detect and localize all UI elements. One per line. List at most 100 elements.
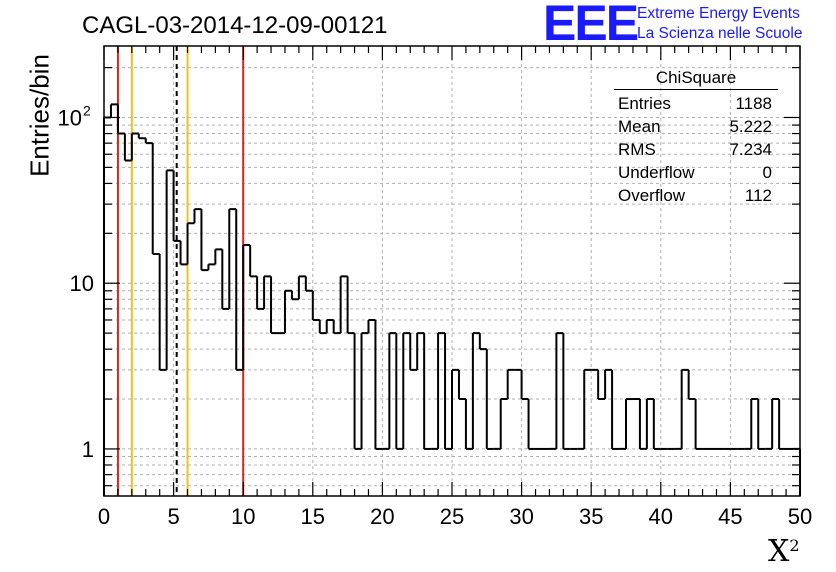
histogram-bin [396, 333, 405, 450]
y-tick-label: 10 [58, 105, 82, 130]
stats-row: Overflow 112 [614, 184, 778, 207]
stats-label: Entries [618, 94, 671, 113]
histogram-bin [173, 239, 182, 265]
histogram-bin [403, 332, 412, 370]
histogram-bin [236, 245, 245, 371]
x-axis-label-symbol: X [768, 534, 790, 569]
x-tick-label: 15 [301, 504, 325, 529]
histogram-bin [124, 133, 133, 162]
histogram-bin [389, 332, 398, 449]
histogram-bin [152, 253, 161, 370]
x-tick-label: 45 [718, 504, 742, 529]
histogram-bin [598, 369, 607, 401]
logo-caption-line2: La Scienza nelle Scuole [637, 25, 803, 42]
histogram-bin [688, 398, 697, 449]
histogram-bin [222, 209, 231, 310]
histogram-bin [605, 368, 614, 449]
histogram-bin [465, 333, 474, 450]
histogram-bin [772, 398, 781, 449]
stats-value: 7.234 [729, 140, 772, 159]
histogram-bin [117, 132, 126, 161]
x-tick-label: 30 [509, 504, 533, 529]
histogram-bin [131, 132, 140, 139]
histogram-bin [194, 208, 203, 271]
histogram-bin [110, 103, 119, 134]
histogram-bin [180, 223, 189, 266]
x-tick-label: 20 [370, 504, 394, 529]
stats-row: Underflow 0 [614, 161, 778, 184]
histogram-bin [417, 332, 426, 449]
y-tick-label-exponent: 2 [83, 102, 91, 118]
stats-label: Mean [618, 117, 661, 136]
x-axis-label-exponent: 2 [789, 536, 800, 555]
histogram-bin [347, 332, 356, 449]
histogram-bin [765, 399, 774, 450]
histogram-bin [639, 399, 648, 450]
stats-row: RMS 7.234 [614, 138, 778, 161]
x-tick-label: 10 [231, 504, 255, 529]
stats-row: Mean 5.222 [614, 115, 778, 138]
histogram-bin [333, 276, 342, 335]
histogram [103, 103, 801, 496]
histogram-bin [298, 275, 307, 291]
histogram-bin [187, 209, 196, 225]
stats-value: 0 [762, 163, 772, 182]
histogram-bin [243, 244, 252, 277]
x-tick-label: 25 [440, 504, 464, 529]
histogram-bin [103, 104, 112, 496]
histogram-bin [291, 276, 300, 301]
stats-value: 112 [744, 186, 772, 205]
y-tick-label: 1 [82, 437, 94, 462]
histogram-bin [250, 275, 259, 309]
histogram-bin [445, 369, 453, 450]
histogram-bin [166, 169, 175, 241]
histogram-bin [458, 398, 467, 449]
histogram-bin [229, 208, 238, 370]
histogram-bin [312, 318, 321, 334]
histogram-bin [382, 333, 391, 450]
histogram-bin [674, 369, 683, 450]
histogram-bin [556, 332, 565, 449]
logo-caption-line1: Extreme Energy Events [637, 5, 800, 22]
histogram-bin [681, 368, 690, 400]
histogram-bin [159, 170, 168, 371]
stats-row: Entries 1188 [614, 92, 778, 115]
histogram-bin [751, 398, 760, 449]
x-tick-label: 40 [649, 504, 673, 529]
histogram-bin [472, 332, 481, 350]
histogram-bin [744, 399, 753, 450]
logo-caption: Extreme Energy Events La Scienza nelle S… [637, 4, 802, 44]
histogram-bin [264, 275, 273, 334]
histogram-bin [257, 276, 266, 310]
stats-value: 1188 [735, 94, 772, 113]
y-axis-label: Entries/bin [24, 54, 55, 177]
stats-value: 5.222 [729, 117, 772, 136]
histogram-bin [521, 398, 530, 449]
histogram-bin [632, 398, 641, 449]
x-axis-label: X2 [768, 534, 800, 569]
stats-box-title: ChiSquare [614, 68, 778, 90]
histogram-bin [479, 348, 488, 449]
histogram-bin [493, 399, 502, 450]
histogram-bin [208, 249, 217, 266]
histogram-bin [431, 333, 440, 450]
stats-box: ChiSquare Entries 1188 Mean 5.222 RMS 7.234… [614, 68, 778, 207]
histogram-bin [410, 333, 419, 371]
x-tick-label: 35 [579, 504, 603, 529]
histogram-bin [145, 142, 154, 255]
histogram-bin [452, 368, 460, 400]
stats-label: RMS [618, 140, 656, 159]
histogram-bin [201, 264, 210, 272]
x-tick-label: 0 [98, 504, 110, 529]
eee-logo: EEE [543, 0, 639, 51]
histogram-bin [438, 332, 447, 449]
histogram-bin [619, 399, 627, 450]
histogram-bin [340, 275, 349, 334]
x-tick-label: 50 [788, 504, 812, 529]
histogram-bin [278, 290, 286, 335]
chart-title: CAGL-03-2014-12-09-00121 [82, 12, 388, 39]
histogram-bin [591, 368, 600, 400]
histogram-bin [284, 289, 293, 300]
histogram-bin [361, 319, 370, 335]
